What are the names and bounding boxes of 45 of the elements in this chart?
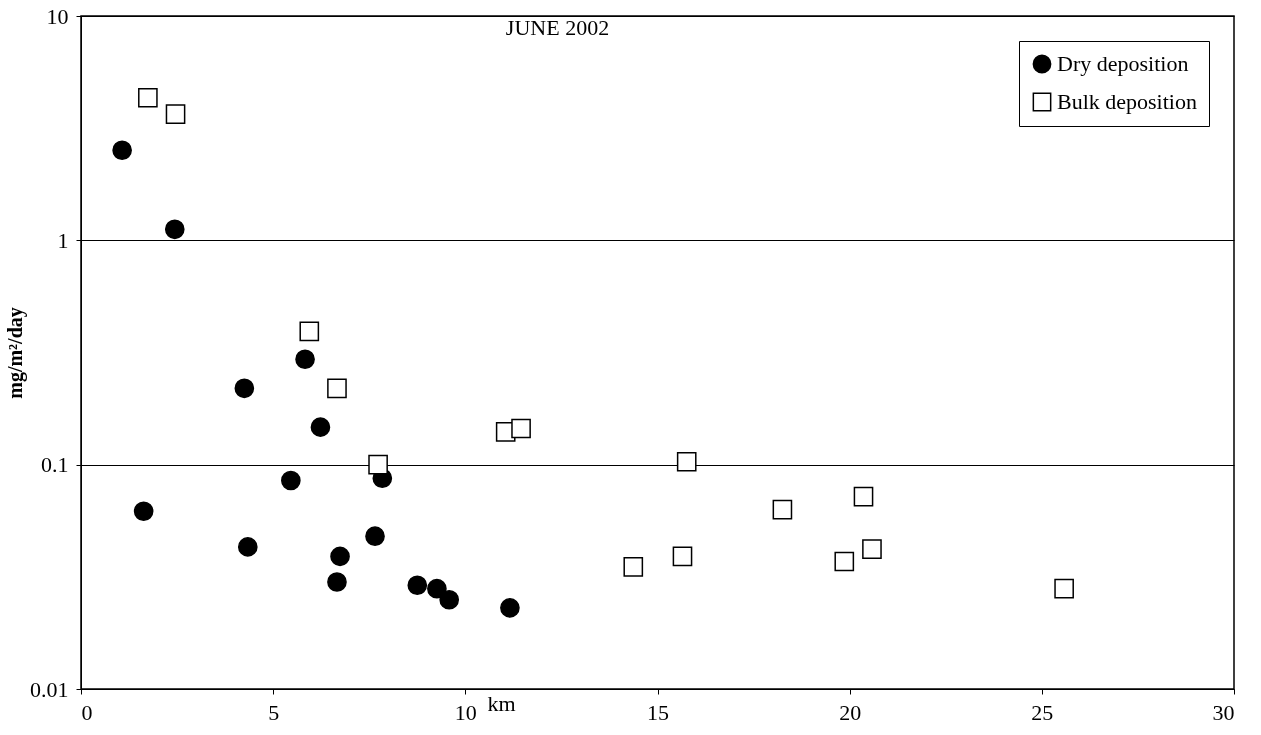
point (368, 454, 388, 475)
x-tick-label: 25 (1031, 699, 1054, 725)
point (672, 546, 693, 567)
x-axis-title: km (487, 690, 516, 716)
point (295, 349, 315, 370)
x-tick-label: 5 (268, 699, 280, 725)
point (234, 378, 255, 399)
point (165, 104, 186, 125)
y-axis-title: mg/m²/day (4, 307, 27, 399)
point (281, 470, 301, 491)
point (330, 546, 350, 567)
chart-title: JUNE 2002 (505, 15, 610, 40)
point (853, 486, 874, 507)
point (112, 140, 132, 161)
point (133, 501, 154, 522)
x-tick-label: 10 (454, 699, 477, 725)
point (327, 572, 347, 592)
point (164, 219, 185, 240)
x-tick-label: 0 (81, 699, 93, 725)
point (365, 526, 385, 546)
point (834, 551, 855, 572)
legend-label: Dry deposition (1057, 51, 1189, 76)
point (327, 378, 347, 399)
point (299, 321, 320, 342)
point (772, 499, 793, 520)
y-tick-label: 0.01 (30, 676, 69, 702)
point (237, 537, 258, 557)
point (1054, 578, 1074, 599)
point (676, 451, 697, 472)
legend-label: Bulk deposition (1057, 89, 1197, 114)
y-tick-label: 1 (57, 227, 69, 253)
point (407, 575, 428, 596)
x-tick-label: 15 (647, 699, 669, 725)
y-tick-label: 10 (46, 3, 69, 29)
point (427, 578, 447, 599)
point (623, 557, 644, 577)
point (138, 87, 158, 108)
y-tick-label: 0.1 (41, 452, 69, 478)
point (511, 418, 531, 439)
point (439, 589, 460, 610)
point (500, 598, 520, 618)
x-tick-label: 30 (1212, 699, 1235, 725)
point (310, 417, 331, 437)
x-tick-label: 20 (839, 699, 862, 725)
point (862, 539, 882, 560)
